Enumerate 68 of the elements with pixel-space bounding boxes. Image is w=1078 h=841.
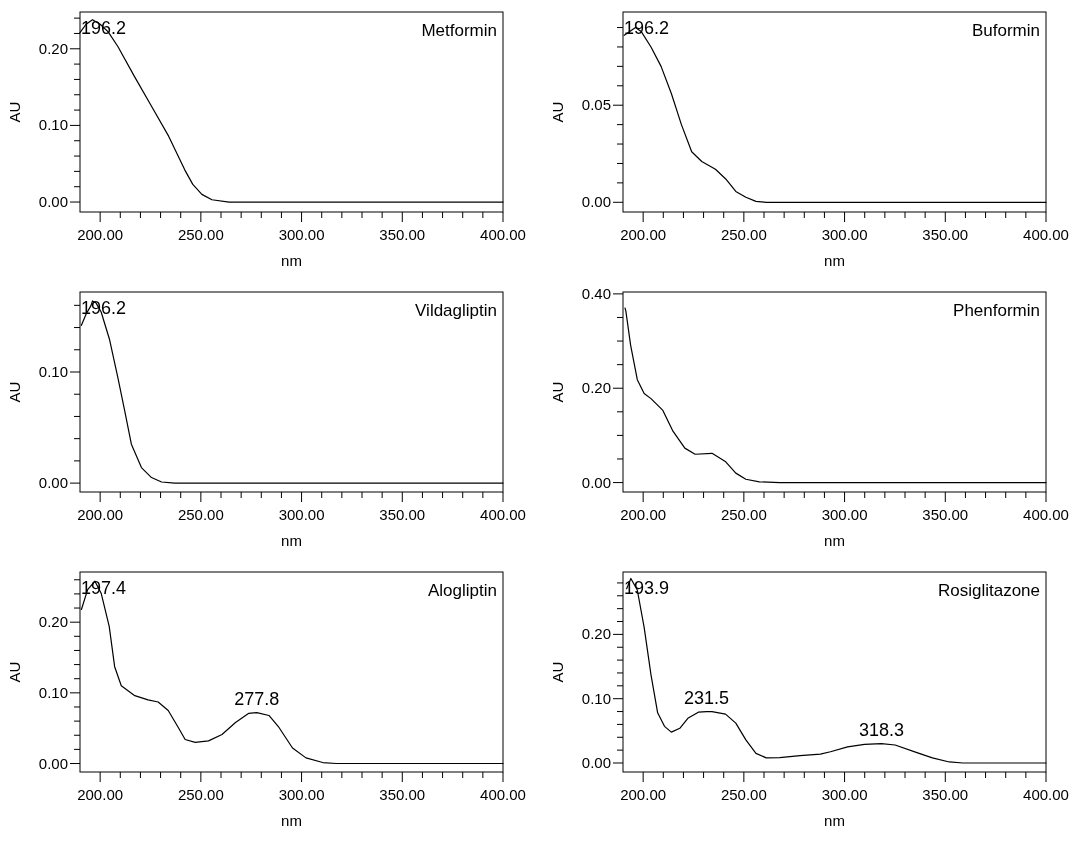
annotation: 196.2 (624, 18, 670, 38)
text: Vildagliptin (415, 301, 497, 320)
x-tick-label: 350.00 (379, 506, 426, 523)
text: Metformin (421, 21, 497, 40)
y-tick-label: 0.00 (38, 474, 68, 492)
x-tick-label: 400.00 (1023, 226, 1069, 243)
text: Rosiglitazone (937, 581, 1040, 600)
x-tick-label: 400.00 (480, 786, 526, 803)
y-tick-label: 0.10 (38, 683, 68, 701)
y-tick-label: 0.20 (38, 39, 68, 57)
x-axis-title: nm (824, 812, 845, 829)
y-axis-title: AU (549, 381, 566, 403)
y-tick-label: 0.00 (38, 193, 68, 211)
x-axis-title: nm (824, 252, 845, 269)
x-tick-label: 300.00 (278, 506, 325, 523)
x-tick-label: 200.00 (620, 506, 667, 523)
x-tick-label: 200.00 (620, 786, 667, 803)
y-tick-label: 0.00 (38, 754, 68, 772)
x-tick-label: 300.00 (278, 786, 325, 803)
y-tick-label: 0.10 (581, 689, 611, 707)
y-axis-title: AU (549, 101, 566, 123)
y-axis-title: AU (6, 381, 23, 403)
x-tick-label: 350.00 (922, 786, 969, 803)
x-tick-label: 350.00 (379, 226, 426, 243)
y-axis-title: AU (6, 101, 23, 123)
annotation: 318.3 (858, 719, 904, 740)
x-tick-label: 200.00 (77, 786, 124, 803)
y-axis-title: AU (6, 661, 23, 683)
x-tick-label: 200.00 (77, 506, 124, 523)
y-tick-label: 0.20 (581, 625, 611, 643)
x-tick-label: 250.00 (177, 226, 224, 243)
y-tick-label: 0.00 (581, 754, 611, 771)
x-tick-label: 250.00 (177, 786, 224, 803)
x-tick-label: 250.00 (177, 506, 224, 523)
y-tick-label: 0.20 (38, 613, 68, 631)
x-tick-label: 300.00 (821, 226, 868, 243)
x-tick-label: 300.00 (821, 506, 868, 523)
x-tick-label: 350.00 (922, 506, 969, 523)
annotation: 277.8 (234, 688, 280, 709)
x-tick-label: 400.00 (1023, 786, 1069, 803)
annotation: 231.5 (684, 687, 730, 708)
x-tick-label: 350.00 (379, 786, 426, 803)
y-tick-label: 0.10 (38, 116, 68, 134)
x-tick-label: 350.00 (922, 226, 969, 243)
y-tick-label: 0.05 (581, 96, 611, 114)
y-tick-label: 0.40 (581, 284, 611, 302)
y-axis-title: AU (549, 661, 566, 683)
x-tick-label: 300.00 (821, 786, 868, 803)
x-tick-label: 400.00 (480, 226, 526, 243)
x-tick-label: 400.00 (480, 506, 526, 523)
x-tick-label: 200.00 (620, 226, 667, 243)
x-tick-label: 200.00 (77, 226, 124, 243)
x-tick-label: 400.00 (1023, 506, 1069, 523)
x-tick-label: 250.00 (720, 786, 767, 803)
x-tick-label: 250.00 (720, 226, 767, 243)
y-tick-label: 0.10 (38, 363, 68, 380)
text: Buformin (971, 21, 1040, 40)
y-tick-label: 0.00 (581, 193, 611, 211)
x-axis-title: nm (824, 532, 845, 549)
x-axis-title: nm (281, 812, 302, 829)
text: Phenformin (953, 301, 1040, 320)
x-tick-label: 250.00 (720, 506, 767, 523)
x-axis-title: nm (281, 252, 302, 269)
y-tick-label: 0.20 (581, 379, 611, 397)
x-tick-label: 300.00 (278, 226, 325, 243)
x-axis-title: nm (281, 532, 302, 549)
y-tick-label: 0.00 (581, 473, 611, 491)
text: Alogliptin (428, 581, 497, 600)
